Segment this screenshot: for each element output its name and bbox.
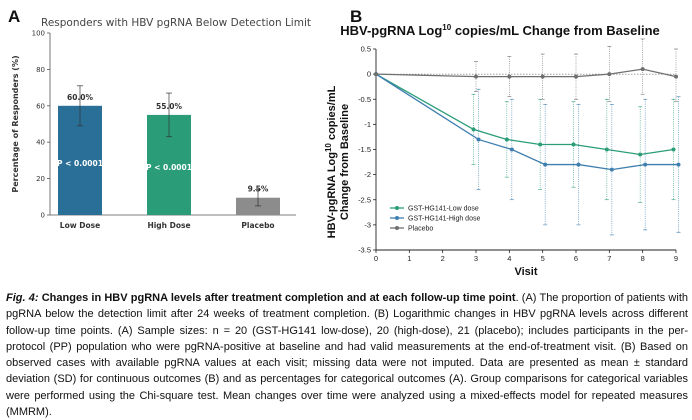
series-point — [509, 147, 514, 152]
line-x-tick-label: 0 — [374, 254, 378, 263]
series-point — [571, 142, 576, 147]
series-point — [471, 127, 476, 132]
series-point — [543, 162, 548, 167]
line-y-tick-label: 0 — [367, 70, 371, 79]
series-point — [476, 137, 481, 142]
panel-b-letter: B — [350, 7, 362, 26]
legend-marker — [395, 216, 399, 220]
series-point — [474, 74, 478, 79]
series-point — [538, 142, 543, 147]
caption-body: . (A) The proportion of patients with pg… — [6, 292, 688, 419]
line-x-tick-label: 4 — [507, 254, 511, 263]
series-point — [504, 137, 509, 142]
line-y-tick-label: -0.5 — [358, 95, 371, 104]
line-y-tick-label: -1.5 — [358, 145, 371, 154]
bar-value-label: 55.0% — [156, 102, 183, 111]
line-chart-axes: 0.50-0.5-1-1.5-2-2.5-3-3.50 1 2 3 4 5 6 7 8 9 — [358, 45, 678, 264]
line-x-tick-label: 1 — [407, 254, 411, 263]
line-x-tick-label: 3 — [474, 254, 478, 263]
bar-chart-ylabel: Percentage of Responders (%) — [11, 55, 20, 192]
line-y-tick-label: 0.5 — [361, 45, 371, 54]
series-point — [374, 72, 378, 77]
series-point — [540, 74, 545, 79]
line-chart-ylabel-line2: Change from Baseline — [339, 104, 351, 220]
line-x-tick-label: 9 — [674, 254, 678, 263]
legend-label: GST-HG141-High dose — [408, 216, 480, 223]
line-y-tick-label: -1 — [364, 120, 371, 129]
bar-value-label: 60.0% — [67, 93, 94, 102]
series-point — [574, 74, 578, 79]
line-x-tick-label: 8 — [641, 254, 645, 263]
series-point — [507, 74, 512, 79]
bar-category-label: Placebo — [241, 221, 274, 230]
series-line — [375, 73, 679, 171]
series-point — [576, 162, 581, 167]
caption-title: Changes in HBV pgRNA levels after treatm… — [41, 292, 516, 304]
series-point — [604, 147, 609, 152]
line-y-tick-label: -3 — [364, 220, 371, 229]
bar-value-label: 9.5% — [248, 185, 269, 194]
legend-marker — [395, 206, 399, 210]
series-point — [674, 74, 678, 79]
line-chart-ylabel-line1: HBV-pgRNA Log10 copies/mL — [324, 85, 338, 238]
caption-label: Fig. 4: — [6, 292, 39, 304]
legend-label: Placebo — [408, 226, 433, 233]
bar-pvalue-label: P < 0.0001 — [146, 163, 192, 172]
bar-chart-marks: 60.0% P < 0.0001 Low Dose 55.0% P < 0.0001 Hi… — [57, 85, 280, 230]
panel-a-letter: A — [8, 7, 20, 26]
line-y-tick-label: -2.5 — [358, 195, 371, 204]
bar-category-label: High Dose — [147, 221, 190, 230]
series-point — [607, 72, 612, 77]
line-x-tick-label: 2 — [441, 254, 445, 263]
line-x-tick-label: 5 — [541, 254, 545, 263]
bar-y-tick-label: 80 — [36, 66, 45, 74]
series-point — [671, 147, 676, 152]
line-x-tick-label: 6 — [574, 254, 578, 263]
figure-canvas: A B Responders with HBV pgRNA Below Dete… — [8, 7, 681, 278]
bar-pvalue-label: P < 0.0001 — [57, 159, 103, 168]
series-point — [609, 167, 614, 172]
figure-caption: Fig. 4: Changes in HBV pgRNA levels afte… — [6, 290, 688, 420]
series-point — [676, 162, 681, 167]
bar-category-label: Low Dose — [60, 221, 100, 230]
series-point — [638, 152, 643, 157]
line-chart-title: HBV-pgRNA Log10 copies/mL Change from Ba… — [340, 23, 660, 38]
line-chart-xlabel: Visit — [514, 266, 537, 278]
bar-chart-title: Responders with HBV pgRNA Below Detectio… — [41, 17, 311, 29]
bar-y-tick-label: 40 — [36, 139, 45, 147]
series-line — [375, 73, 674, 156]
bar-y-tick-label: 0 — [41, 212, 45, 220]
legend-label: GST-HG141-Low dose — [408, 206, 479, 213]
series-point — [643, 162, 648, 167]
bar-y-tick-label: 100 — [32, 30, 45, 38]
legend-marker — [395, 226, 399, 230]
line-chart-legend: GST-HG141-Low dose GST-HG141-High dose Pla… — [390, 206, 480, 233]
series-point — [640, 67, 645, 72]
bar-y-tick-label: 60 — [36, 102, 45, 110]
bar-y-tick-label: 20 — [36, 175, 45, 183]
line-x-tick-label: 7 — [607, 254, 611, 263]
line-chart-marks — [374, 38, 681, 236]
series-line — [375, 68, 677, 78]
bar — [236, 197, 280, 215]
line-y-tick-label: -2 — [364, 170, 371, 179]
line-y-tick-label: -3.5 — [358, 246, 371, 255]
